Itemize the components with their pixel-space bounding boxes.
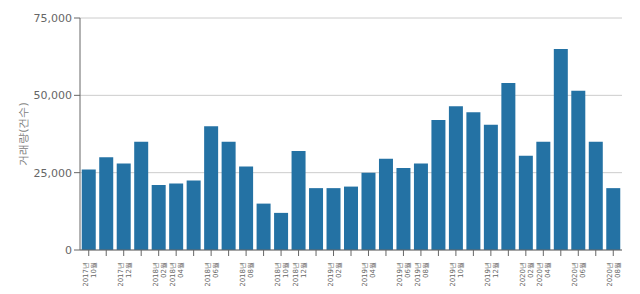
svg-text:50,000: 50,000 (34, 89, 73, 102)
svg-text:0: 0 (65, 244, 72, 257)
svg-text:2018년02월: 2018년02월 (152, 262, 168, 286)
svg-text:2018년10월: 2018년10월 (274, 262, 290, 286)
svg-text:2019년04월: 2019년04월 (361, 262, 377, 286)
svg-text:2020년08월: 2020년08월 (606, 262, 622, 286)
svg-text:2019년08월: 2019년08월 (414, 262, 430, 286)
svg-text:2018년06월: 2018년06월 (204, 262, 220, 286)
svg-text:2020년04월: 2020년04월 (536, 262, 552, 286)
svg-text:2020년06월: 2020년06월 (571, 262, 587, 286)
svg-text:2019년12월: 2019년12월 (484, 262, 500, 286)
svg-text:2018년04월: 2018년04월 (169, 262, 185, 286)
svg-text:2017년10월: 2017년10월 (82, 262, 98, 286)
svg-text:2018년08월: 2018년08월 (239, 262, 255, 286)
svg-text:25,000: 25,000 (34, 167, 73, 180)
svg-text:2017년12월: 2017년12월 (117, 262, 133, 286)
svg-text:2019년10월: 2019년10월 (449, 262, 465, 286)
svg-text:2020년02월: 2020년02월 (519, 262, 535, 286)
svg-text:2019년06월: 2019년06월 (396, 262, 412, 286)
svg-text:거래량(건수): 거래량(건수) (17, 102, 30, 166)
svg-text:2019년02월: 2019년02월 (327, 262, 343, 286)
svg-text:75,000: 75,000 (34, 12, 73, 25)
svg-text:2018년12월: 2018년12월 (292, 262, 308, 286)
